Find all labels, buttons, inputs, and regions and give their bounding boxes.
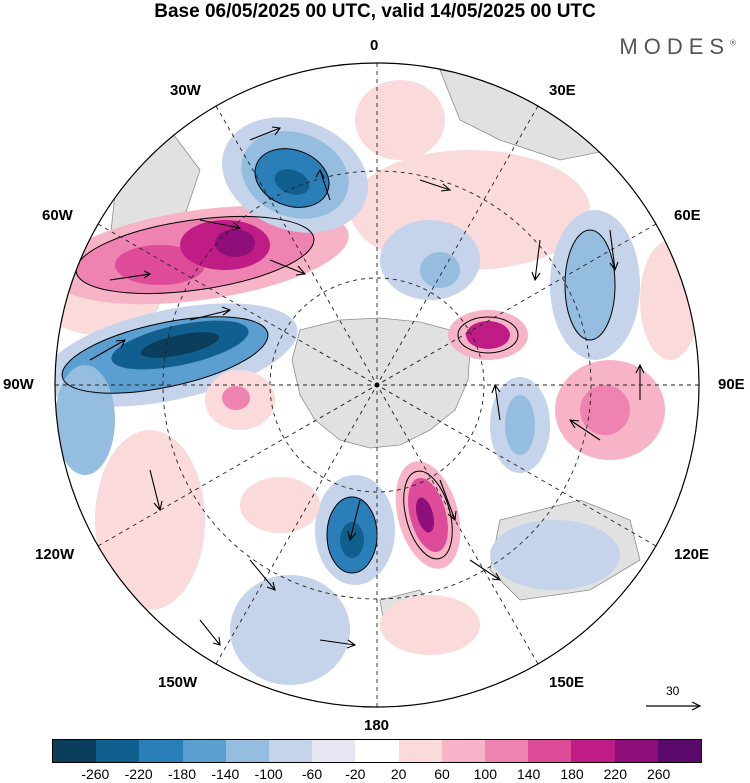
colorbar-tick-label: 100 [473, 766, 498, 782]
colorbar-swatch [53, 740, 97, 762]
colorbar-swatch [398, 740, 442, 762]
lon-label-30e: 30E [549, 82, 576, 99]
colorbar-swatch [312, 740, 356, 762]
brand-text: MODES [619, 34, 731, 59]
colorbar-swatch [355, 740, 399, 762]
colorbar-tick-label: -260 [81, 766, 110, 782]
colorbar-tick-label: -220 [124, 766, 153, 782]
colorbar [52, 739, 702, 763]
colorbar-swatch [528, 740, 572, 762]
modes-logo: MODES® [619, 34, 736, 60]
lon-label-90e: 90E [718, 376, 745, 393]
colorbar-tick-label: 20 [390, 766, 407, 782]
colorbar-swatch [485, 740, 529, 762]
lon-label-180: 180 [364, 717, 390, 734]
map-disc [55, 63, 699, 707]
colorbar-swatch [571, 740, 615, 762]
colorbar-swatch [225, 740, 270, 762]
colorbar-tick-label: 180 [560, 766, 584, 782]
vector-scale-arrow-icon [646, 701, 702, 711]
colorbar-tick-label: 140 [516, 766, 541, 782]
pole-marker [374, 382, 380, 388]
colorbar-tick-label: 220 [603, 766, 628, 782]
colorbar-tick-label: -60 [301, 766, 323, 782]
lon-label-30w: 30W [170, 82, 201, 99]
colorbar-swatch [182, 740, 226, 762]
colorbar-tick-label: -20 [345, 766, 366, 782]
lon-label-90w: 90W [3, 376, 34, 393]
lon-label-60e: 60E [674, 207, 701, 224]
colorbar-swatch [441, 740, 486, 762]
map-boundary [54, 62, 700, 708]
colorbar-swatch [614, 740, 658, 762]
vector-scale-label: 30 [666, 684, 680, 698]
colorbar-swatch [96, 740, 140, 762]
colorbar-swatch [139, 740, 183, 762]
polar-map [54, 62, 700, 708]
lon-label-120e: 120E [674, 546, 710, 563]
brand-mark: ® [730, 38, 736, 48]
colorbar-labels: -260 -220 -180 -140 -100 -60 -20 20 60 100 140 180 2… [52, 766, 702, 783]
colorbar-tick-label: 260 [646, 766, 671, 782]
colorbar-swatch [269, 740, 313, 762]
colorbar-tick-label: 60 [434, 766, 450, 782]
lon-label-150e: 150E [549, 674, 585, 691]
lon-label-120w: 120W [35, 546, 75, 563]
wind-vectors [89, 126, 645, 649]
lon-label-0: 0 [370, 37, 379, 54]
colorbar-tick-label: -140 [211, 766, 240, 782]
colorbar-swatch [657, 740, 702, 762]
colorbar-tick-label: -180 [167, 766, 197, 782]
colorbar-tick-label: -100 [254, 766, 283, 782]
lon-label-60w: 60W [42, 207, 73, 224]
lon-label-150w: 150W [158, 674, 198, 691]
map-title: Base 06/05/2025 00 UTC, valid 14/05/2025… [154, 1, 596, 22]
